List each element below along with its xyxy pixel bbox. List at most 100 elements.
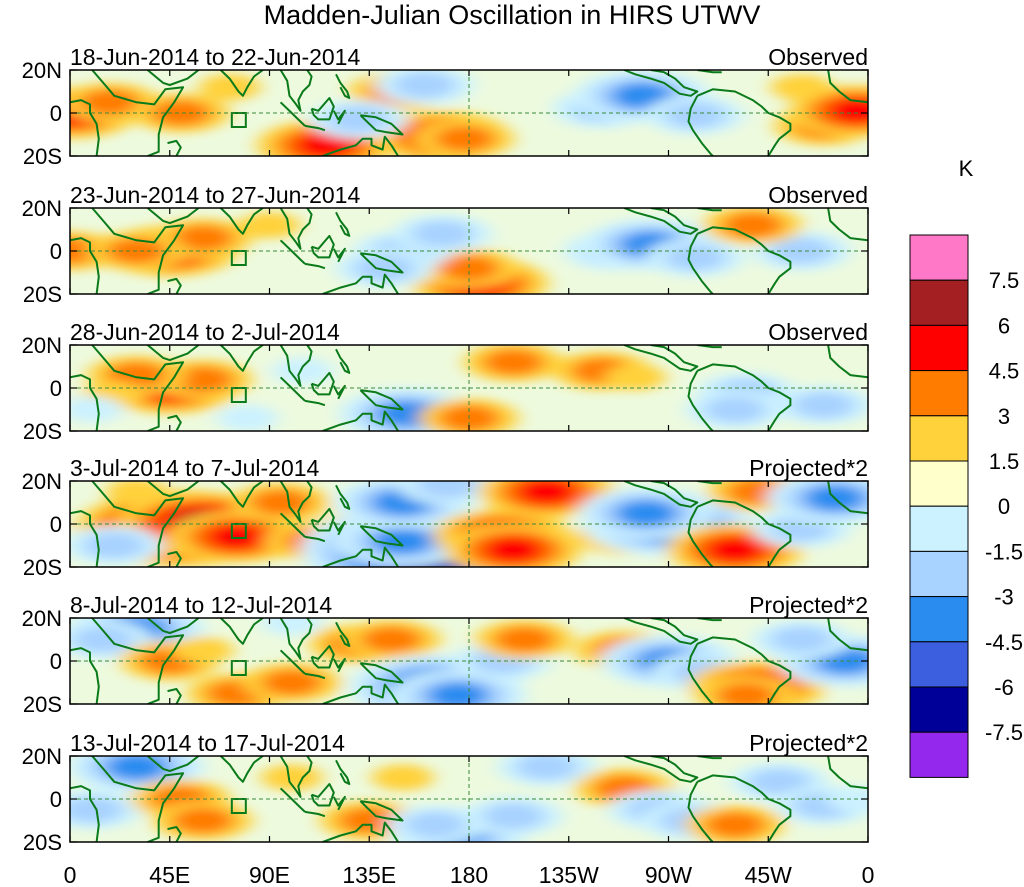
lat-label: 0 [50, 787, 62, 812]
coastline [91, 618, 185, 704]
coastline [304, 672, 326, 680]
colorbar-label: -7.5 [985, 720, 1023, 745]
lon-label: 90E [249, 862, 290, 887]
anomaly-blob [482, 536, 545, 564]
coastline [696, 226, 792, 294]
anomaly-blob [493, 626, 556, 653]
coastline [220, 345, 264, 372]
coastline [687, 643, 714, 704]
panel-date: 23-Jun-2014 to 27-Jun-2014 [70, 182, 360, 208]
anomaly-blob [411, 220, 474, 248]
anomaly-blob [405, 811, 467, 839]
panel-type: Projected*2 [749, 730, 868, 756]
panel-type: Observed [768, 182, 868, 208]
colorbar-swatch [909, 324, 969, 372]
anomaly-blob [664, 101, 726, 129]
coastline [322, 821, 399, 842]
anomaly-blob [715, 682, 777, 704]
coastline [220, 618, 264, 645]
lat-label: 20N [22, 58, 62, 83]
coastline [279, 345, 313, 387]
coastline [279, 787, 306, 813]
anomaly-blob [393, 71, 456, 99]
anomaly-blob [260, 618, 323, 636]
lat-label: 20S [23, 419, 62, 444]
coastline [359, 800, 404, 822]
lat-label: 20N [22, 606, 62, 631]
colorbar-label: -6 [994, 675, 1014, 700]
coastline [279, 239, 306, 265]
colorbar-swatch [909, 596, 969, 643]
coastline [279, 618, 313, 660]
anomaly-blob [172, 224, 234, 252]
map-panel-1: 20N 0 20S 18-Jun-2014 to 22-Jun-2014 Observe… [22, 44, 869, 169]
anomaly-blob [83, 532, 146, 559]
anomaly-blob [482, 348, 545, 376]
coastline [687, 506, 714, 567]
coastline [827, 756, 868, 790]
coastline [322, 683, 399, 704]
coastline [332, 795, 346, 811]
coastline [696, 363, 792, 431]
coastline [146, 481, 200, 498]
anomaly-blob [770, 626, 833, 653]
anomaly-blob [704, 396, 766, 423]
anomaly-blob [438, 254, 500, 282]
lat-label: 20S [23, 830, 62, 855]
coastline [304, 124, 326, 132]
coastline [335, 484, 351, 510]
anomaly-blob [482, 802, 545, 830]
panel-type: Observed [768, 44, 868, 70]
panel-type: Projected*2 [749, 592, 868, 618]
colorbar-swatch [909, 686, 969, 733]
coastline [696, 499, 792, 567]
coastline [167, 414, 182, 431]
coastline [220, 70, 264, 97]
coastline [335, 759, 351, 785]
coastline [335, 211, 351, 237]
anomaly-blob [172, 807, 234, 834]
panel-date: 18-Jun-2014 to 22-Jun-2014 [70, 44, 360, 70]
colorbar-label: 6 [998, 313, 1010, 338]
coastline [359, 252, 404, 274]
coastline [623, 618, 699, 645]
colorbar-swatch [909, 415, 969, 462]
lon-label: 90W [645, 862, 693, 887]
lon-label: 45E [149, 862, 190, 887]
coastline [335, 73, 351, 99]
coastline [304, 399, 326, 407]
coastline [167, 551, 182, 567]
anomaly-blob [748, 768, 811, 796]
coastline [827, 618, 868, 652]
colorbar-swatch [909, 234, 969, 281]
coastline [70, 374, 100, 431]
coastline [623, 345, 699, 372]
coastline [146, 208, 200, 225]
coastline [332, 384, 346, 400]
coastline [335, 348, 351, 374]
coastline [359, 525, 404, 547]
map-panel-5: 20N 0 20S 8-Jul-2014 to 12-Jul-2014 Projecte… [22, 592, 869, 717]
anomaly-blob [360, 626, 423, 653]
coastline [70, 237, 100, 294]
coastline [167, 688, 182, 704]
map-panel-6: 20N 0 20S 13-Jul-2014 to 17-Jul-2014 Project… [22, 730, 869, 855]
anomaly-blob [371, 764, 434, 791]
colorbar-label: -3 [994, 585, 1014, 610]
lon-label: 135W [539, 862, 599, 887]
anomaly-blob [704, 811, 766, 839]
anomaly-blob [172, 366, 234, 393]
coastline [332, 109, 346, 125]
lat-label: 20S [23, 692, 62, 717]
colorbar-label: 7.5 [989, 268, 1020, 293]
figure-title: Madden-Julian Oscillation in HIRS UTWV [263, 0, 761, 30]
panel-date: 3-Jul-2014 to 7-Jul-2014 [70, 455, 320, 481]
coastline [687, 781, 714, 842]
coastline [279, 208, 313, 250]
colorbar-swatch [909, 370, 969, 417]
anomaly-blob [416, 481, 478, 499]
coastline [827, 70, 868, 104]
coastline [279, 512, 306, 538]
coastline [322, 410, 399, 431]
coastline [279, 101, 306, 127]
